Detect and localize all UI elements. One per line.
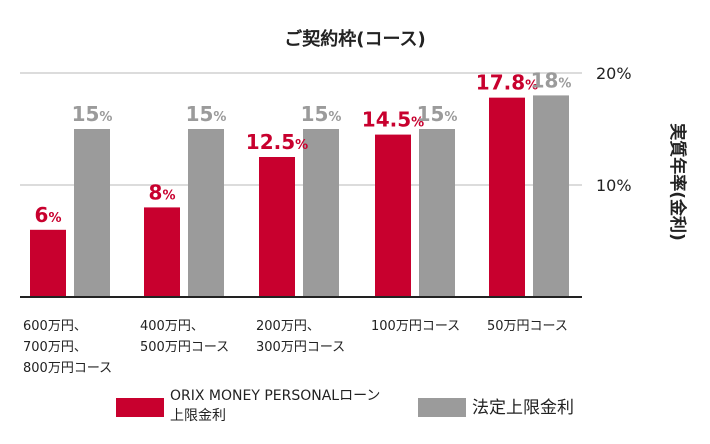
value-number: 15 <box>186 102 214 126</box>
legend-item-orix: ORIX MONEY PERSONALローン 上限金利 <box>116 386 380 426</box>
value-unit: % <box>213 110 226 125</box>
value-label-legal-1: 15% <box>186 102 227 126</box>
value-label-orix-4: 17.8% <box>476 71 538 95</box>
category-label-0: 600万円、 700万円、 800万円コース <box>23 319 113 376</box>
value-number: 14.5 <box>362 108 411 132</box>
value-label-legal-2: 15% <box>301 102 342 126</box>
gridlines <box>20 72 582 186</box>
value-label-legal-0: 15% <box>72 102 113 126</box>
value-unit: % <box>48 211 61 226</box>
bar-legal-1 <box>188 129 224 297</box>
category-label-1: 400万円、 500万円コース <box>140 319 230 355</box>
bar-orix-3 <box>375 134 411 297</box>
value-number: 17.8 <box>476 71 525 95</box>
bar-legal-2 <box>303 129 339 297</box>
value-number: 8 <box>149 180 163 204</box>
value-unit: % <box>444 110 457 125</box>
bar-legal-3 <box>419 129 455 297</box>
category-label-2: 200万円、 300万円コース <box>256 319 346 355</box>
bars <box>30 95 569 298</box>
y-tick-label: 20% <box>596 64 632 83</box>
category-label-4: 50万円コース <box>487 319 568 334</box>
bar-orix-1 <box>144 207 180 297</box>
value-number: 15 <box>72 102 100 126</box>
value-label-orix-3: 14.5% <box>362 108 424 132</box>
value-unit: % <box>525 79 538 94</box>
bar-legal-0 <box>74 129 110 297</box>
value-number: 15 <box>301 102 329 126</box>
value-unit: % <box>295 138 308 153</box>
legend-swatch-red <box>116 398 164 417</box>
legend-swatch-gray <box>418 398 466 417</box>
value-unit: % <box>411 116 424 131</box>
y-axis-label: 実質年率(金利) <box>667 123 688 241</box>
value-label-orix-1: 8% <box>149 180 176 204</box>
value-label-legal-4: 18% <box>531 68 572 92</box>
value-label-orix-0: 6% <box>35 203 62 227</box>
chart-title: ご契約枠(コース) <box>284 28 426 50</box>
value-number: 12.5 <box>246 130 295 154</box>
value-labels: 6%15%8%15%12.5%15% 14.5%15%17.8%18% <box>35 68 572 226</box>
y-tick-label: 10% <box>596 176 632 195</box>
value-unit: % <box>162 188 175 203</box>
bar-orix-0 <box>30 229 66 297</box>
legend-item-legal: 法定上限金利 <box>418 398 574 418</box>
bar-orix-2 <box>259 157 295 297</box>
legend-label-orix: ORIX MONEY PERSONALローン 上限金利 <box>170 388 381 424</box>
value-number: 15 <box>417 102 445 126</box>
value-unit: % <box>558 76 571 91</box>
legend-label-legal: 法定上限金利 <box>472 398 574 418</box>
y-tick-labels: 10% 20% <box>596 64 632 195</box>
value-label-legal-3: 15% <box>417 102 458 126</box>
value-label-orix-2: 12.5% <box>246 130 308 154</box>
value-unit: % <box>328 110 341 125</box>
bar-orix-4 <box>489 97 525 297</box>
category-label-3: 100万円コース <box>371 319 461 334</box>
value-number: 6 <box>35 203 49 227</box>
value-number: 18 <box>531 68 559 92</box>
bar-legal-4 <box>533 95 569 298</box>
value-unit: % <box>99 110 112 125</box>
